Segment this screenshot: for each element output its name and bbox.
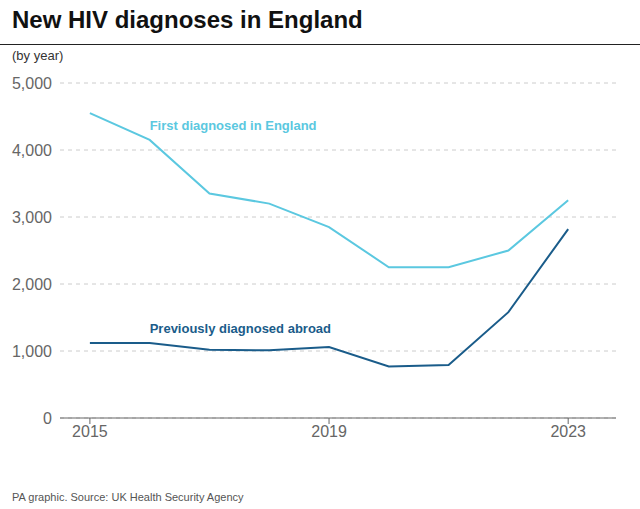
html-text:New HIV diagnoses in England: New HIV diagnoses in England [12,6,363,33]
svg-text:Previously diagnosed abroad: Previously diagnosed abroad [150,321,331,336]
svg-text:2019: 2019 [311,423,347,440]
html-text:(by year): (by year) [12,48,64,63]
svg-text:2015: 2015 [72,423,108,440]
svg-text:1,000: 1,000 [12,343,52,360]
svg-text:2,000: 2,000 [12,276,52,293]
svg-text:First diagnosed in England: First diagnosed in England [150,118,317,133]
svg-text:5,000: 5,000 [12,75,52,92]
svg-text:2023: 2023 [550,423,586,440]
svg-text:3,000: 3,000 [12,209,52,226]
svg-text:4,000: 4,000 [12,142,52,159]
html-text:PA graphic. Source: UK Health: PA graphic. Source: UK Health Security A… [12,491,244,503]
svg-text:0: 0 [43,410,52,427]
